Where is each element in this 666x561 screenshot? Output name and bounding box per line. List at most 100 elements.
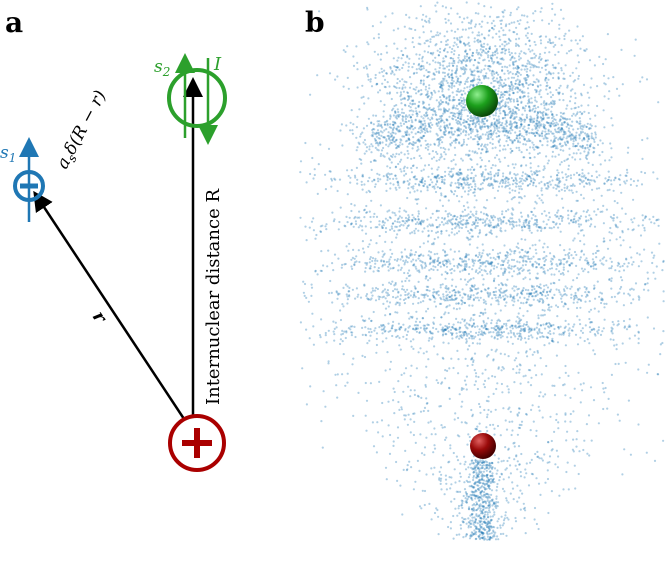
density-dot <box>456 79 459 83</box>
density-dot <box>463 181 466 184</box>
density-dot <box>498 293 501 296</box>
density-dot <box>413 263 416 266</box>
density-dot <box>427 175 430 178</box>
density-dot <box>393 412 396 415</box>
density-dot <box>397 264 400 267</box>
density-dot <box>383 78 387 81</box>
density-dot <box>455 336 458 339</box>
density-dot <box>417 138 420 141</box>
density-dot <box>539 324 542 327</box>
density-dot <box>467 126 470 129</box>
density-dot <box>528 100 531 103</box>
density-dot <box>410 186 413 189</box>
density-dot <box>396 77 399 81</box>
density-dot <box>477 51 480 54</box>
density-dot <box>532 12 535 15</box>
density-dot <box>509 223 512 226</box>
density-dot <box>380 419 384 422</box>
density-dot <box>312 325 315 328</box>
density-dot <box>406 156 409 159</box>
density-dot <box>445 262 448 265</box>
density-dot <box>409 253 412 257</box>
density-dot <box>474 221 477 224</box>
density-dot <box>438 102 441 105</box>
density-dot <box>401 108 404 111</box>
density-dot <box>511 129 514 132</box>
density-dot <box>438 117 441 121</box>
density-dot <box>610 267 613 270</box>
density-dot <box>399 91 402 94</box>
density-dot <box>593 147 596 150</box>
density-dot <box>361 326 364 329</box>
density-dot <box>422 25 425 28</box>
density-dot <box>520 134 524 137</box>
density-dot <box>531 64 535 67</box>
density-dot <box>346 76 349 79</box>
density-dot <box>408 86 412 89</box>
density-dot <box>556 123 560 126</box>
density-dot <box>450 272 453 275</box>
density-dot <box>465 388 468 391</box>
density-dot <box>464 50 467 53</box>
density-dot <box>469 128 472 131</box>
density-dot <box>366 73 369 76</box>
density-dot <box>355 45 358 48</box>
density-dot <box>481 263 484 266</box>
density-dot <box>478 138 481 141</box>
density-dot <box>447 126 450 129</box>
density-dot <box>469 330 472 333</box>
density-dot <box>367 189 370 192</box>
density-dot <box>492 132 495 135</box>
density-dot <box>473 37 476 40</box>
density-dot <box>564 394 567 397</box>
density-dot <box>523 225 526 228</box>
density-dot <box>441 5 444 8</box>
density-dot <box>465 131 468 134</box>
density-dot <box>479 125 482 128</box>
density-dot <box>474 117 477 120</box>
density-dot <box>472 120 475 123</box>
density-dot <box>560 215 563 218</box>
density-dot <box>398 130 401 133</box>
density-dot <box>477 117 480 120</box>
density-dot <box>542 395 545 398</box>
density-dot <box>559 261 563 264</box>
density-dot <box>550 139 553 142</box>
density-dot <box>398 68 401 71</box>
density-dot <box>544 78 547 81</box>
density-dot <box>488 231 491 234</box>
density-dot <box>497 135 500 138</box>
density-dot <box>427 285 430 288</box>
density-dot <box>389 123 392 126</box>
density-dot <box>522 221 525 224</box>
density-dot <box>431 223 434 226</box>
density-dot <box>400 57 403 60</box>
density-dot <box>409 116 412 119</box>
density-dot <box>559 215 562 218</box>
density-dot <box>545 284 548 287</box>
density-dot <box>436 226 439 229</box>
density-dot <box>631 263 634 266</box>
density-dot <box>422 101 426 104</box>
density-dot <box>449 136 452 139</box>
density-dot <box>586 122 589 125</box>
density-dot <box>396 47 399 50</box>
density-dot <box>456 128 459 131</box>
density-dot <box>373 50 376 53</box>
density-dot <box>346 169 349 172</box>
density-dot <box>502 180 505 183</box>
density-dot <box>542 323 545 326</box>
density-dot <box>452 59 455 63</box>
density-dot <box>388 301 392 304</box>
density-dot <box>592 265 595 268</box>
density-dot <box>389 154 393 158</box>
density-dot <box>538 120 541 123</box>
density-dot <box>353 204 356 207</box>
density-dot <box>309 93 312 96</box>
density-dot <box>470 70 473 73</box>
density-dot <box>493 122 496 125</box>
density-dot <box>583 124 586 127</box>
density-dot <box>410 119 413 122</box>
density-dot <box>450 231 453 234</box>
density-dot <box>616 226 619 229</box>
